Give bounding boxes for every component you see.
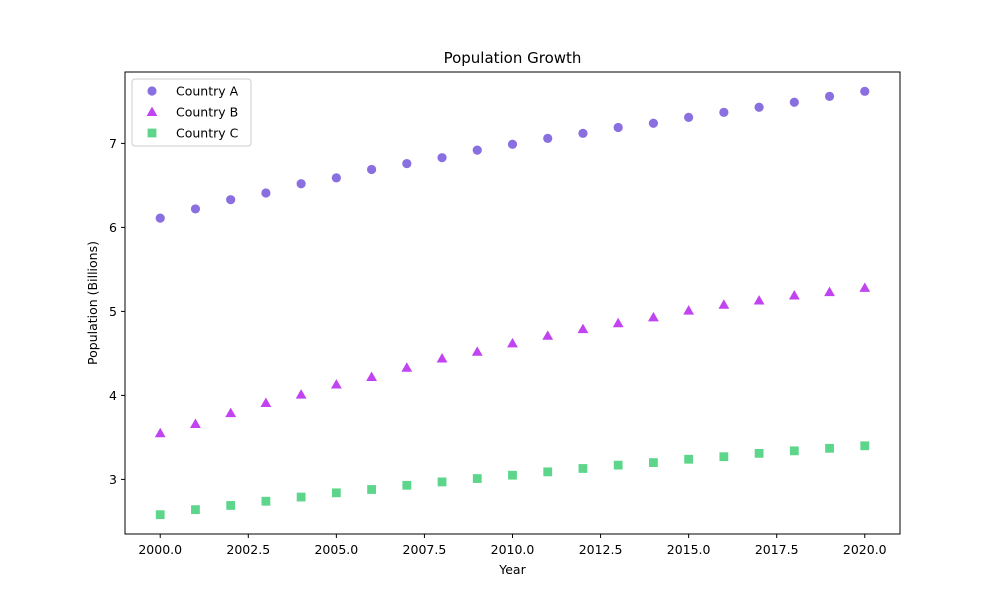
data-point	[472, 145, 482, 155]
series-country-b	[154, 282, 871, 438]
data-point	[402, 158, 412, 169]
data-point	[190, 418, 201, 429]
data-point	[684, 112, 694, 122]
data-point	[437, 477, 447, 487]
data-point	[684, 454, 694, 464]
data-point	[649, 458, 658, 467]
y-tick-label: 5	[109, 304, 117, 319]
data-point	[191, 505, 200, 515]
data-point	[331, 488, 341, 498]
data-point	[331, 173, 341, 183]
data-point	[577, 323, 589, 334]
data-point	[719, 452, 729, 462]
data-point	[825, 443, 834, 453]
data-point	[226, 195, 236, 205]
data-point	[296, 492, 306, 502]
data-point	[754, 102, 764, 112]
data-point	[613, 122, 623, 133]
data-point	[436, 353, 448, 363]
legend-label: Country C	[176, 126, 239, 141]
legend-box	[131, 78, 252, 147]
x-tick-label: 2012.5	[579, 542, 623, 557]
data-point	[471, 346, 483, 356]
data-point	[401, 362, 413, 372]
data-point	[648, 118, 659, 128]
x-tick-label: 2005.0	[314, 542, 358, 557]
x-axis-label: Year	[498, 562, 526, 577]
data-point	[260, 397, 272, 408]
data-point	[788, 290, 800, 300]
data-point	[719, 107, 729, 117]
data-point	[578, 128, 588, 138]
x-tick-label: 2000.0	[138, 542, 182, 557]
x-tick-label: 2020.0	[843, 542, 887, 557]
data-point	[261, 496, 271, 506]
series-country-c	[155, 441, 870, 520]
data-point	[508, 470, 517, 480]
data-point	[402, 480, 412, 490]
legend-marker	[146, 106, 158, 117]
data-point	[366, 371, 377, 381]
data-point	[860, 441, 870, 451]
x-tick-label: 2015.0	[667, 542, 711, 557]
legend-label: Country A	[176, 84, 239, 99]
data-point	[860, 86, 870, 96]
legend-label: Country B	[176, 105, 238, 120]
data-point	[824, 91, 835, 101]
data-point	[261, 188, 271, 198]
x-tick-label: 2007.5	[403, 542, 447, 557]
data-points	[154, 86, 871, 520]
data-point	[366, 164, 377, 175]
data-point	[718, 299, 730, 309]
data-point	[154, 427, 166, 438]
x-tick-label: 2017.5	[755, 542, 799, 557]
data-point	[155, 213, 165, 223]
data-point	[683, 305, 695, 315]
chart-title: Population Growth	[444, 49, 582, 67]
data-point	[190, 204, 201, 214]
data-point	[789, 97, 799, 107]
data-point	[295, 389, 307, 399]
data-point	[296, 179, 306, 189]
data-point	[578, 464, 588, 473]
x-axis: 2000.0 2002.5 2005.0 2007.5 2010.0 2012.5 2015…	[138, 534, 887, 557]
y-tick-label: 4	[109, 388, 117, 403]
legend-marker	[147, 128, 157, 138]
data-point	[225, 407, 237, 418]
x-tick-label: 2010.0	[491, 542, 535, 557]
y-tick-label: 3	[109, 472, 117, 487]
data-point	[437, 153, 447, 163]
data-point	[543, 467, 553, 477]
data-point	[543, 133, 553, 143]
data-point	[330, 379, 342, 389]
data-point	[472, 474, 482, 483]
y-tick-label: 6	[109, 220, 117, 235]
legend-marker	[147, 86, 157, 96]
legend: Country A Country B Country C	[131, 78, 252, 147]
y-tick-label: 7	[109, 136, 117, 151]
data-point	[824, 286, 835, 297]
data-point	[754, 448, 764, 458]
series-country-a	[155, 86, 870, 223]
y-axis: 3 4 5 6 7	[109, 136, 125, 487]
y-axis-label: Population (Billions)	[85, 241, 100, 365]
x-tick-label: 2002.5	[226, 542, 270, 557]
data-point	[367, 485, 376, 494]
data-point	[753, 295, 765, 305]
data-point	[613, 460, 623, 470]
data-point	[859, 282, 871, 292]
data-point	[542, 330, 554, 340]
data-point	[507, 139, 518, 149]
data-point	[648, 311, 659, 322]
data-point	[226, 501, 236, 510]
data-point	[507, 337, 518, 348]
data-point	[789, 446, 799, 456]
data-point	[155, 510, 165, 520]
data-point	[612, 317, 624, 328]
